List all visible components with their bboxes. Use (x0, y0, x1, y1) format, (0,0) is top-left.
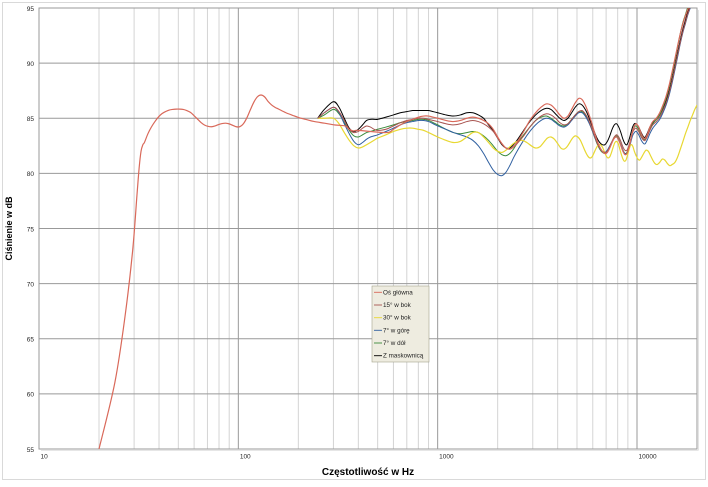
svg-text:85: 85 (27, 116, 35, 123)
svg-text:Częstotliwość w Hz: Częstotliwość w Hz (322, 467, 414, 478)
svg-text:7° w dół: 7° w dół (383, 339, 406, 347)
svg-text:65: 65 (27, 337, 35, 344)
svg-text:Oś główna: Oś główna (383, 289, 413, 296)
svg-text:80: 80 (27, 171, 35, 178)
svg-text:15° w bok: 15° w bok (383, 301, 412, 309)
svg-text:100: 100 (240, 454, 251, 461)
svg-text:10000: 10000 (639, 454, 657, 461)
svg-text:30° w bok: 30° w bok (383, 314, 412, 322)
svg-text:Z maskownicą: Z maskownicą (383, 353, 424, 360)
svg-text:Ciśnienie w dB: Ciśnienie w dB (4, 196, 14, 261)
svg-text:60: 60 (27, 392, 35, 399)
svg-text:1000: 1000 (439, 454, 454, 461)
svg-text:90: 90 (27, 61, 35, 68)
svg-text:70: 70 (27, 281, 35, 288)
svg-text:55: 55 (27, 447, 35, 454)
svg-text:75: 75 (27, 226, 35, 233)
svg-text:7° w górę: 7° w górę (383, 326, 410, 334)
svg-text:95: 95 (27, 6, 35, 13)
svg-text:10: 10 (41, 454, 49, 461)
